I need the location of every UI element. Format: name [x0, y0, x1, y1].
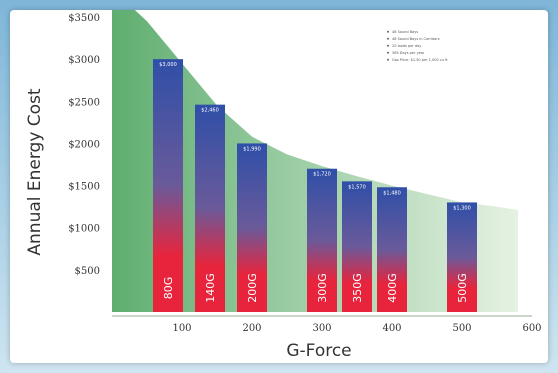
y-tick-label: $2000: [68, 139, 100, 150]
bar-category-label: 350G: [351, 273, 364, 303]
bar-category-label: 80G: [162, 277, 175, 300]
y-tick-label: $1500: [68, 182, 100, 193]
bar-rect: [342, 181, 372, 312]
bar-500g: $1,300 500G: [447, 202, 477, 312]
legend-item: Gas Price: $1.50 per 1,000 cu ft: [392, 58, 448, 62]
bar-value-label: $1,300: [453, 205, 471, 211]
bar-value-label: $1,990: [243, 146, 261, 152]
x-tick-label: 200: [242, 323, 261, 334]
legend-item: 48 Sound Bays in Corridors: [392, 37, 440, 41]
y-axis-ticks: $500 $1000 $1500 $2000 $2500 $3000 $3500: [68, 13, 100, 277]
bars: $3,00080G$2,460140G$1,990200G$1,720300G$…: [153, 59, 477, 313]
x-tick-label: 600: [522, 323, 541, 334]
bar-300g: $1,720 300G: [307, 168, 337, 312]
bar-value-label: $1,480: [383, 190, 401, 196]
bar-value-label: $1,720: [313, 172, 331, 178]
x-tick-label: 500: [452, 323, 471, 334]
bar-value-label: $2,460: [201, 108, 219, 114]
bar-value-label: $3,000: [159, 62, 177, 68]
x-axis-ticks: 100 200 300 400 500 600: [172, 323, 541, 334]
x-tick-label: 400: [382, 323, 401, 334]
bar-rect: [447, 202, 477, 312]
bar-rect: [307, 168, 337, 312]
bar-rect: [237, 143, 267, 312]
x-axis-title: G-Force: [286, 341, 351, 361]
y-axis-title: Annual Energy Cost: [25, 88, 45, 256]
y-tick-label: $3000: [68, 55, 100, 66]
bar-category-label: 200G: [246, 273, 259, 303]
bar-category-label: 140G: [204, 273, 217, 303]
bar-value-label: $1,570: [348, 184, 366, 190]
legend-bullet: [387, 30, 389, 33]
legend-bullet: [387, 44, 389, 47]
bar-rect: [377, 187, 407, 312]
y-tick-label: $2500: [68, 97, 100, 108]
legend-item: 365 Days per year: [392, 51, 425, 55]
x-tick-label: 300: [312, 323, 331, 334]
chart-frame: $3,000 80G $2,460 140G $1,990 200G $1,720 300G $…: [10, 10, 548, 363]
chart: $3,00080G$2,460140G$1,990200G$1,720300G$…: [25, 10, 542, 361]
legend-bullet: [387, 37, 389, 40]
bar-200g: $1,990 200G: [237, 143, 267, 312]
y-tick-label: $500: [75, 266, 100, 277]
bar-400g: $1,480 400G: [377, 187, 407, 312]
legend-item: 48 Sound Bays: [392, 30, 418, 34]
legend-item: 20 loads per day: [392, 44, 421, 48]
bar-140g: $2,460 140G: [195, 104, 225, 313]
bar-rect: [153, 59, 183, 313]
bar-80g: $3,000 80G: [153, 59, 183, 313]
legend-bullet: [387, 58, 389, 61]
x-tick-label: 100: [172, 323, 191, 334]
y-tick-label: $1000: [68, 224, 100, 235]
legend-bullet: [387, 51, 389, 54]
legend: 48 Sound Bays 48 Sound Bays in Corridors 2…: [387, 30, 448, 62]
bar-category-label: 500G: [456, 273, 469, 303]
bar-category-label: 400G: [386, 273, 399, 303]
y-tick-label: $3500: [68, 13, 100, 24]
bar-rect: [195, 104, 225, 313]
bar-category-label: 300G: [316, 273, 329, 303]
bar-350g: $1,570 350G: [342, 181, 372, 312]
